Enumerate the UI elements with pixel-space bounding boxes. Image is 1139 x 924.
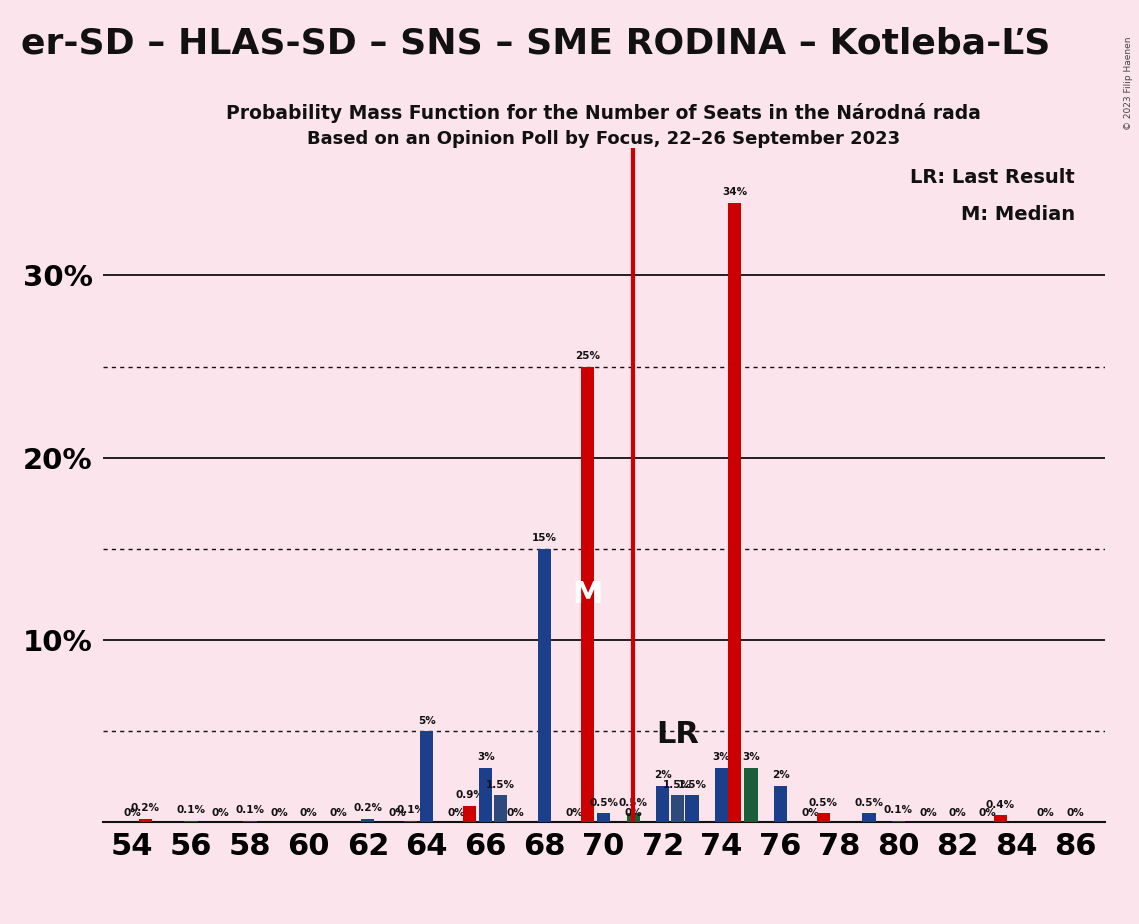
Bar [494, 795, 507, 822]
Bar [993, 815, 1007, 822]
Text: 0.1%: 0.1% [236, 805, 264, 815]
Text: LR: Last Result
M: Median: LR: Last Result M: Median [910, 168, 1075, 225]
Text: 15%: 15% [532, 533, 557, 543]
Text: 25%: 25% [575, 351, 600, 361]
Bar [581, 367, 595, 822]
Bar [404, 821, 417, 822]
Text: 0.4%: 0.4% [985, 799, 1015, 809]
Text: 0%: 0% [1066, 808, 1084, 818]
Text: 0.1%: 0.1% [396, 805, 425, 815]
Text: 0%: 0% [507, 808, 524, 818]
Text: © 2023 Filip Haenen: © 2023 Filip Haenen [1124, 37, 1133, 130]
Bar [139, 819, 151, 822]
Bar [244, 821, 256, 822]
Text: Based on an Opinion Poll by Focus, 22–26 September 2023: Based on an Opinion Poll by Focus, 22–26… [308, 129, 900, 148]
Text: 0.5%: 0.5% [618, 797, 648, 808]
Bar [715, 768, 728, 822]
Text: 0%: 0% [271, 808, 288, 818]
Text: 0%: 0% [919, 808, 936, 818]
Text: 0%: 0% [123, 808, 141, 818]
Text: 0%: 0% [448, 808, 465, 818]
Bar [597, 813, 611, 822]
Bar [538, 549, 551, 822]
Text: 0%: 0% [1036, 808, 1055, 818]
Text: 0.5%: 0.5% [589, 797, 618, 808]
Text: M: M [572, 580, 603, 609]
Text: 0.1%: 0.1% [177, 805, 205, 815]
Text: 2%: 2% [772, 771, 789, 781]
Text: 0%: 0% [212, 808, 229, 818]
Text: 0.5%: 0.5% [854, 797, 884, 808]
Bar [656, 786, 670, 822]
Bar [773, 786, 787, 822]
Text: 1.5%: 1.5% [678, 780, 706, 789]
Text: er-SD – HLAS-SD – SNS – SME RODINA – Kotleba-ĽS: er-SD – HLAS-SD – SNS – SME RODINA – Kot… [21, 27, 1050, 61]
Bar [671, 795, 685, 822]
Bar [862, 813, 876, 822]
Bar [728, 202, 741, 822]
Bar [745, 768, 757, 822]
Text: 3%: 3% [713, 752, 730, 762]
Text: 0%: 0% [624, 808, 642, 818]
Text: 1.5%: 1.5% [486, 780, 515, 789]
Text: 3%: 3% [743, 752, 760, 762]
Text: 0.2%: 0.2% [353, 803, 383, 813]
Text: 0%: 0% [565, 808, 583, 818]
Text: 34%: 34% [722, 187, 747, 197]
Text: Probability Mass Function for the Number of Seats in the Národná rada: Probability Mass Function for the Number… [227, 103, 981, 123]
Bar [817, 813, 830, 822]
Text: 0%: 0% [388, 808, 407, 818]
Text: 0.2%: 0.2% [131, 803, 159, 813]
Text: 0%: 0% [300, 808, 318, 818]
Bar [462, 806, 476, 822]
Bar [420, 731, 434, 822]
Text: 0%: 0% [801, 808, 819, 818]
Text: 0%: 0% [949, 808, 966, 818]
Bar [892, 821, 906, 822]
Text: 0%: 0% [978, 808, 995, 818]
Text: 2%: 2% [654, 771, 672, 781]
Text: 5%: 5% [418, 716, 435, 725]
Bar [480, 768, 492, 822]
Text: LR: LR [657, 721, 699, 749]
Bar [626, 813, 640, 822]
Text: 3%: 3% [477, 752, 494, 762]
Bar [185, 821, 197, 822]
Bar [361, 819, 375, 822]
Text: 0.9%: 0.9% [456, 791, 484, 800]
Text: 0.5%: 0.5% [809, 797, 838, 808]
Bar [686, 795, 698, 822]
Text: 0%: 0% [329, 808, 347, 818]
Text: 1.5%: 1.5% [663, 780, 691, 789]
Text: 0.1%: 0.1% [884, 805, 913, 815]
